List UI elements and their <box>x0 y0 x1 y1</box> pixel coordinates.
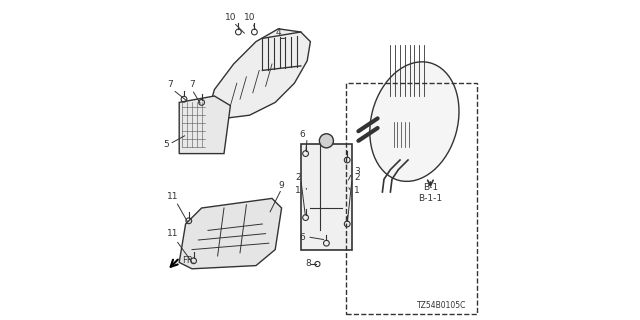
Text: 4: 4 <box>276 28 281 36</box>
Text: 6: 6 <box>300 233 305 242</box>
Text: 11: 11 <box>167 192 179 201</box>
Text: 2: 2 <box>296 173 301 182</box>
Text: B-1-1: B-1-1 <box>419 194 442 203</box>
Text: 1: 1 <box>296 186 301 195</box>
Text: 8: 8 <box>305 260 310 268</box>
Text: 11: 11 <box>167 229 179 238</box>
PathPatch shape <box>179 96 230 154</box>
PathPatch shape <box>301 144 352 250</box>
Text: 5: 5 <box>164 140 169 148</box>
Circle shape <box>319 134 333 148</box>
Text: 3: 3 <box>354 167 360 176</box>
Text: 6: 6 <box>300 130 305 139</box>
Text: 7: 7 <box>189 80 195 89</box>
Ellipse shape <box>370 62 459 181</box>
PathPatch shape <box>179 198 282 269</box>
Text: B-1: B-1 <box>423 183 438 192</box>
Bar <box>346 83 477 314</box>
Text: 2: 2 <box>354 173 360 182</box>
Text: FR.: FR. <box>182 256 195 265</box>
PathPatch shape <box>208 29 310 118</box>
Text: 1: 1 <box>354 186 360 195</box>
Text: 9: 9 <box>279 181 284 190</box>
Text: 7: 7 <box>167 80 172 89</box>
Text: 10: 10 <box>244 13 255 22</box>
Text: TZ54B0105C: TZ54B0105C <box>417 301 467 310</box>
Text: 10: 10 <box>225 13 236 22</box>
